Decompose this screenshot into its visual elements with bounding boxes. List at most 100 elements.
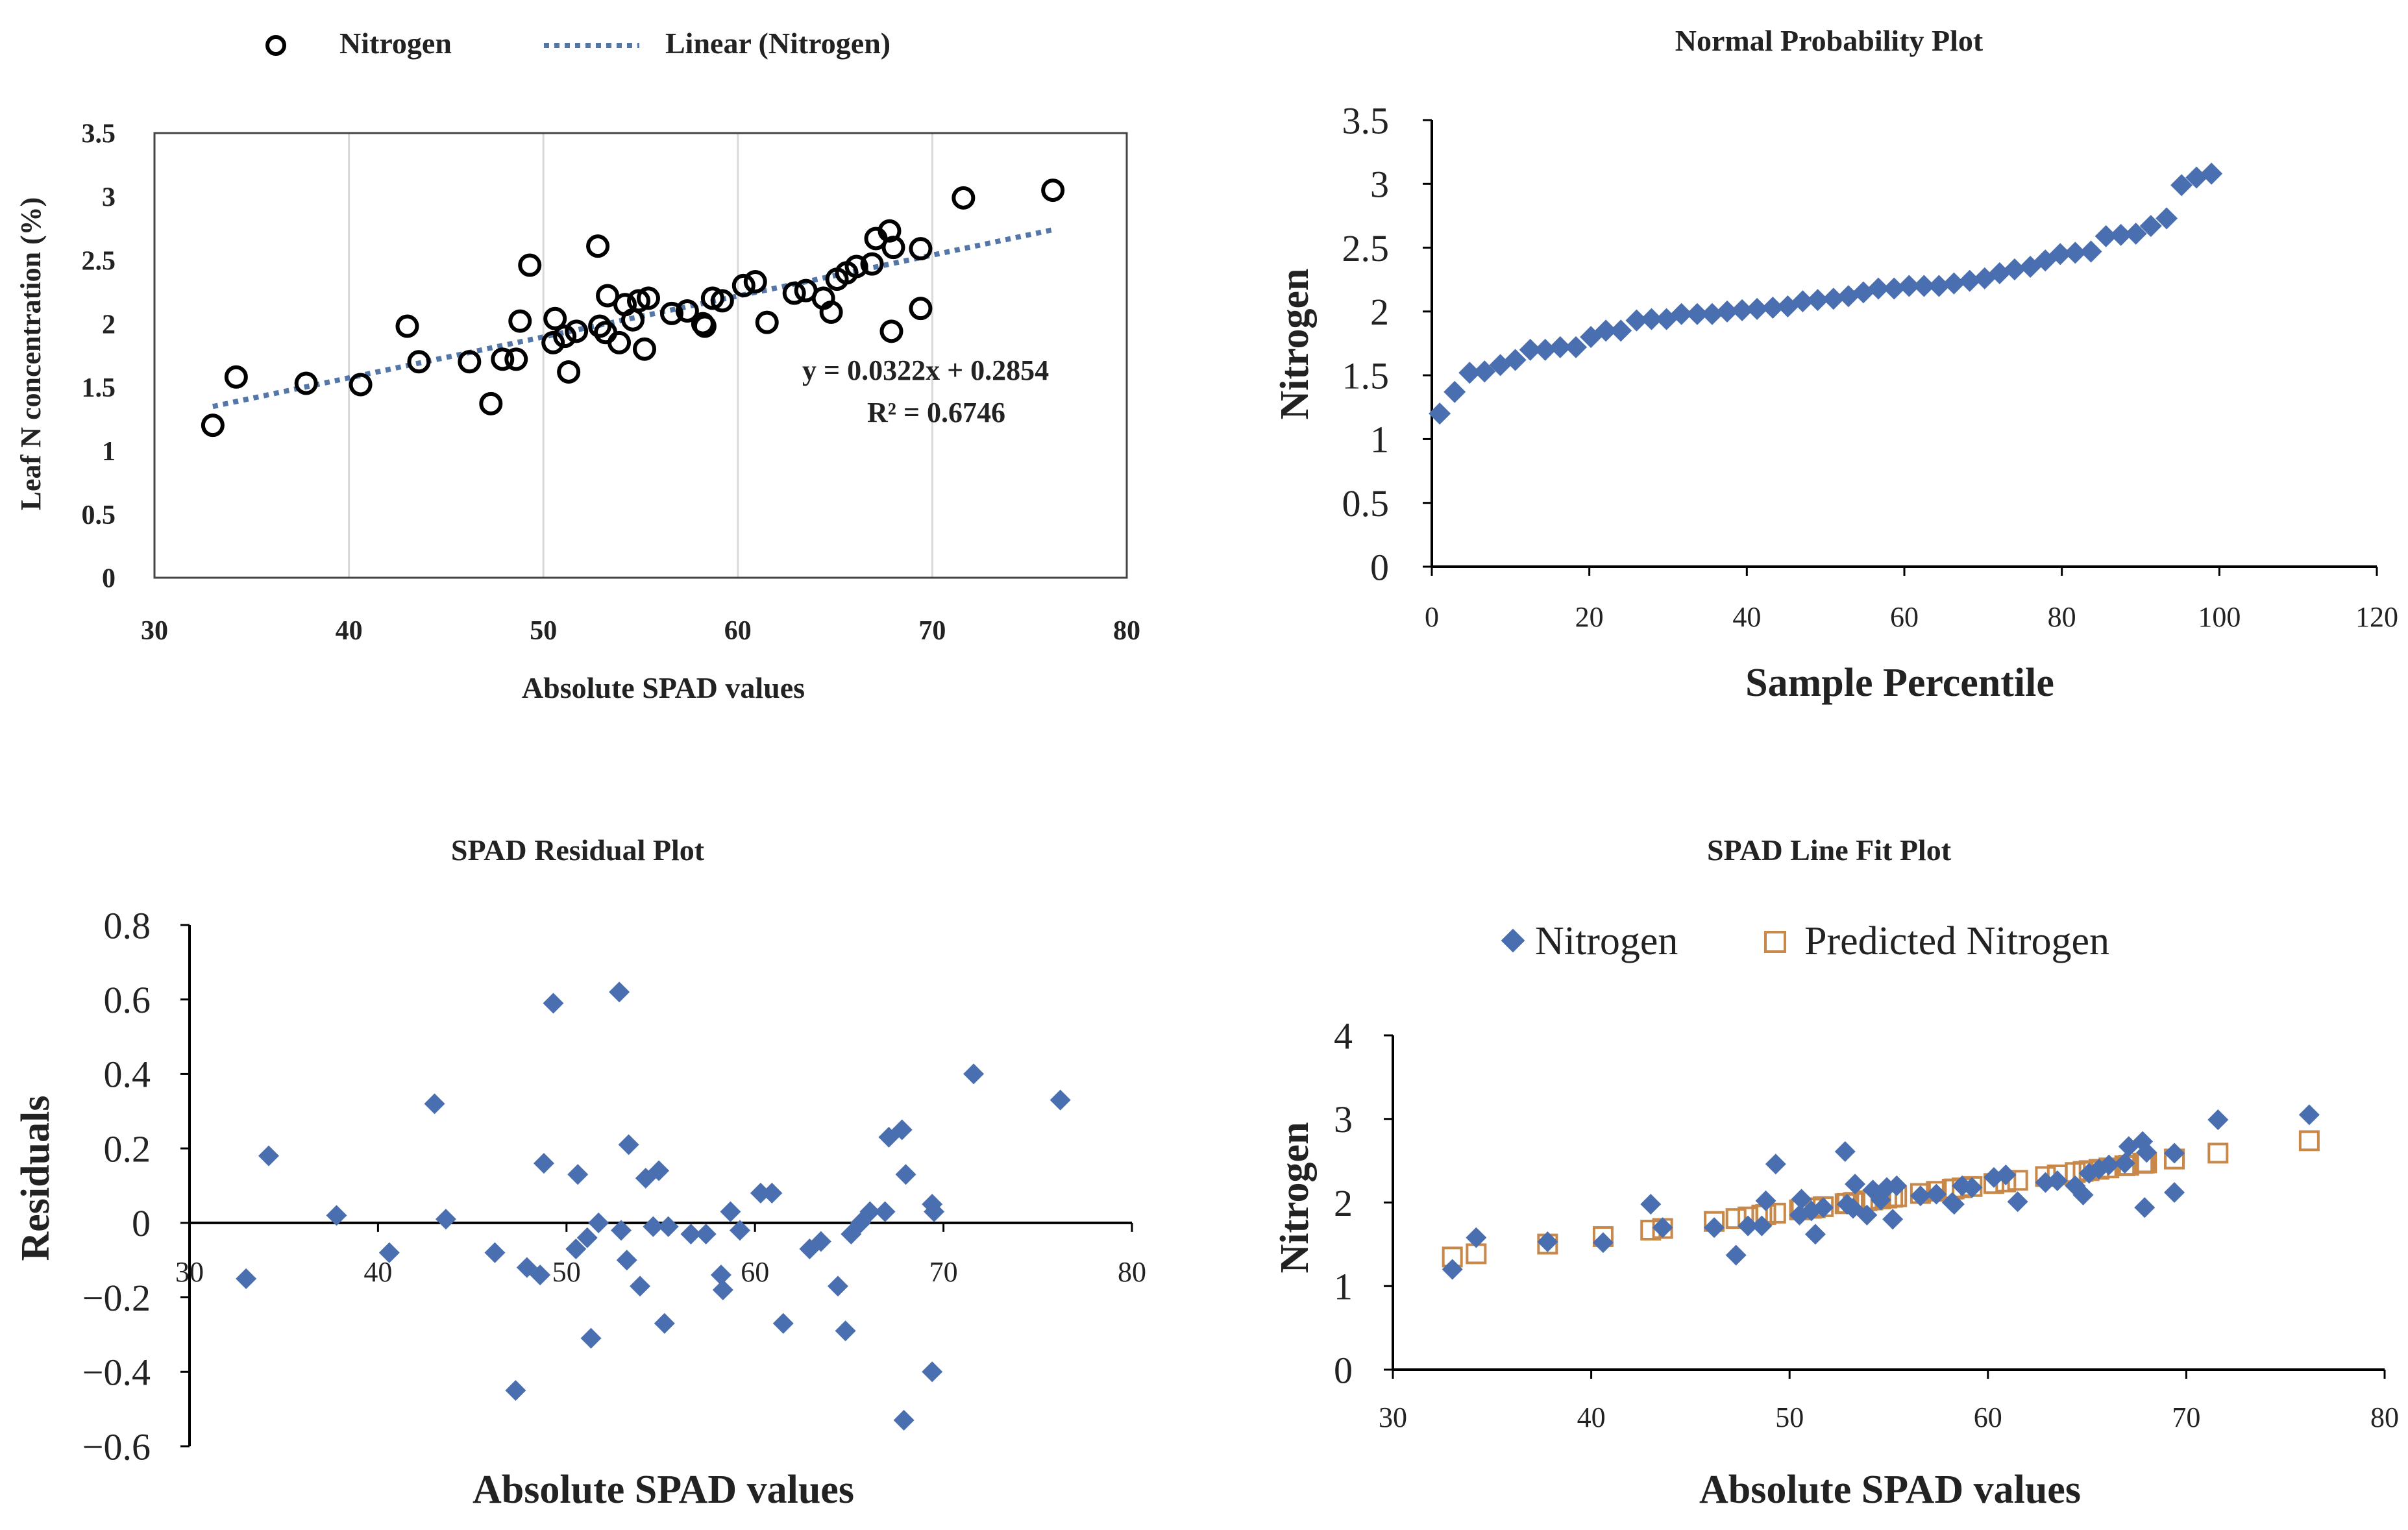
data-point	[1822, 288, 1845, 310]
line-fit-legend: Nitrogen Predicted Nitrogen	[1501, 919, 2109, 963]
y-tick-label: 0.4	[104, 1054, 151, 1096]
y-tick-label: 2	[1370, 291, 1389, 333]
data-point	[1926, 1183, 1947, 1205]
data-point	[1580, 326, 1603, 349]
data-point	[1565, 336, 1588, 358]
data-point	[924, 1201, 945, 1222]
legend-trend-label: Linear (Nitrogen)	[665, 27, 891, 60]
y-tick-label: −0.4	[82, 1351, 151, 1394]
y-tick-label: 3	[1370, 164, 1389, 206]
data-point	[553, 325, 577, 349]
data-point	[608, 330, 632, 354]
data-point	[632, 337, 656, 361]
data-point	[1050, 1089, 1071, 1111]
legend-predicted-square	[1764, 931, 1786, 953]
data-point	[680, 1224, 702, 1245]
normal-probability-points	[1429, 162, 2223, 425]
data-point	[586, 234, 610, 258]
regression-x-tick-labels: 30 40 50 60 70 80	[141, 616, 1140, 646]
data-point	[596, 284, 620, 308]
data-point	[761, 1182, 783, 1203]
line-fit-y-axis-label: Nitrogen	[1273, 1122, 1317, 1273]
data-point	[2003, 258, 2026, 280]
x-tick-label: 60	[1974, 1401, 2002, 1433]
residual-x-tick-labels: 30 40 50 60 70 80	[175, 1256, 1146, 1288]
data-point	[881, 236, 905, 260]
data-point	[1504, 349, 1527, 371]
legend-predicted-label: Predicted Nitrogen	[1804, 919, 2109, 963]
residual-title: SPAD Residual Plot	[451, 833, 705, 867]
data-point	[1466, 1227, 1487, 1248]
data-point	[1640, 308, 1663, 330]
data-point	[1886, 1175, 1908, 1196]
y-tick-label: 1.5	[82, 373, 116, 403]
data-point	[755, 310, 779, 334]
y-tick-label: −0.6	[82, 1425, 151, 1468]
x-tick-label: 80	[1118, 1256, 1146, 1288]
x-tick-label: 0	[1425, 601, 1439, 633]
data-point	[576, 1227, 598, 1248]
data-point	[1458, 362, 1481, 384]
data-point	[895, 1164, 916, 1185]
data-point	[1731, 299, 1754, 321]
data-point	[1883, 277, 1906, 300]
data-point	[1746, 297, 1769, 320]
data-point	[695, 1224, 717, 1245]
data-point	[435, 1209, 456, 1230]
data-point	[1640, 1194, 1662, 1215]
x-tick-label: 40	[1577, 1401, 1606, 1433]
data-point	[835, 1320, 856, 1342]
x-tick-label: 100	[2198, 601, 2241, 633]
data-point	[2164, 1182, 2185, 1203]
data-point	[1652, 1217, 1673, 1239]
data-point	[326, 1205, 347, 1226]
data-point	[1995, 1165, 2017, 1186]
y-tick-label: 1	[1370, 419, 1389, 461]
data-point	[2114, 1152, 2135, 1174]
data-point	[700, 286, 724, 310]
x-tick-label: 70	[2172, 1401, 2200, 1433]
predicted-point	[1765, 1202, 1786, 1224]
data-point	[860, 252, 884, 276]
data-point	[1762, 296, 1784, 319]
data-point	[1867, 277, 1889, 300]
x-tick-label: 50	[530, 616, 557, 646]
data-point	[2080, 240, 2102, 263]
data-point	[1549, 336, 1571, 358]
data-point	[893, 1409, 915, 1431]
regression-r-squared: R² = 0.6746	[867, 397, 1005, 428]
data-point	[1988, 262, 2011, 284]
regression-y-tick-labels: 0 0.5 1 1.5 2 2.5 3 3.5	[82, 119, 116, 594]
line-fit-x-tick-labels: 30 40 50 60 70 80	[1379, 1401, 2399, 1433]
data-point	[1537, 1231, 1558, 1253]
data-point	[458, 350, 482, 374]
data-point	[1910, 1185, 1931, 1207]
y-tick-label: 0	[102, 564, 116, 594]
predicted-point	[2207, 1142, 2229, 1164]
data-point	[1625, 309, 1648, 332]
data-point	[963, 1063, 985, 1085]
data-point	[1755, 1190, 1776, 1211]
x-tick-label: 30	[175, 1256, 204, 1288]
data-point	[1704, 1217, 1725, 1239]
data-point	[1961, 1177, 1983, 1198]
y-tick-label: −0.2	[82, 1277, 151, 1319]
regression-x-axis-label: Absolute SPAD values	[522, 671, 805, 704]
regression-points	[201, 179, 1065, 438]
residual-chart: SPAD Residual Plot 30 40 50 60 70 80 −0.6 −0.4…	[14, 833, 1146, 1512]
x-tick-label: 30	[1379, 1401, 1407, 1433]
data-point	[1882, 1209, 1904, 1230]
y-tick-label: 0.5	[82, 500, 116, 530]
data-point	[258, 1145, 279, 1166]
y-tick-label: 0	[132, 1202, 151, 1244]
data-point	[530, 1265, 551, 1286]
data-point	[543, 993, 564, 1014]
x-tick-label: 50	[1775, 1401, 1804, 1433]
regression-equation: y = 0.0322x + 0.2854	[802, 354, 1049, 386]
data-point	[1791, 1189, 1812, 1210]
data-point	[859, 1201, 881, 1222]
data-point	[378, 1242, 400, 1263]
data-point	[2109, 223, 2132, 246]
y-tick-label: 0.6	[104, 979, 151, 1021]
data-point	[533, 1153, 554, 1174]
